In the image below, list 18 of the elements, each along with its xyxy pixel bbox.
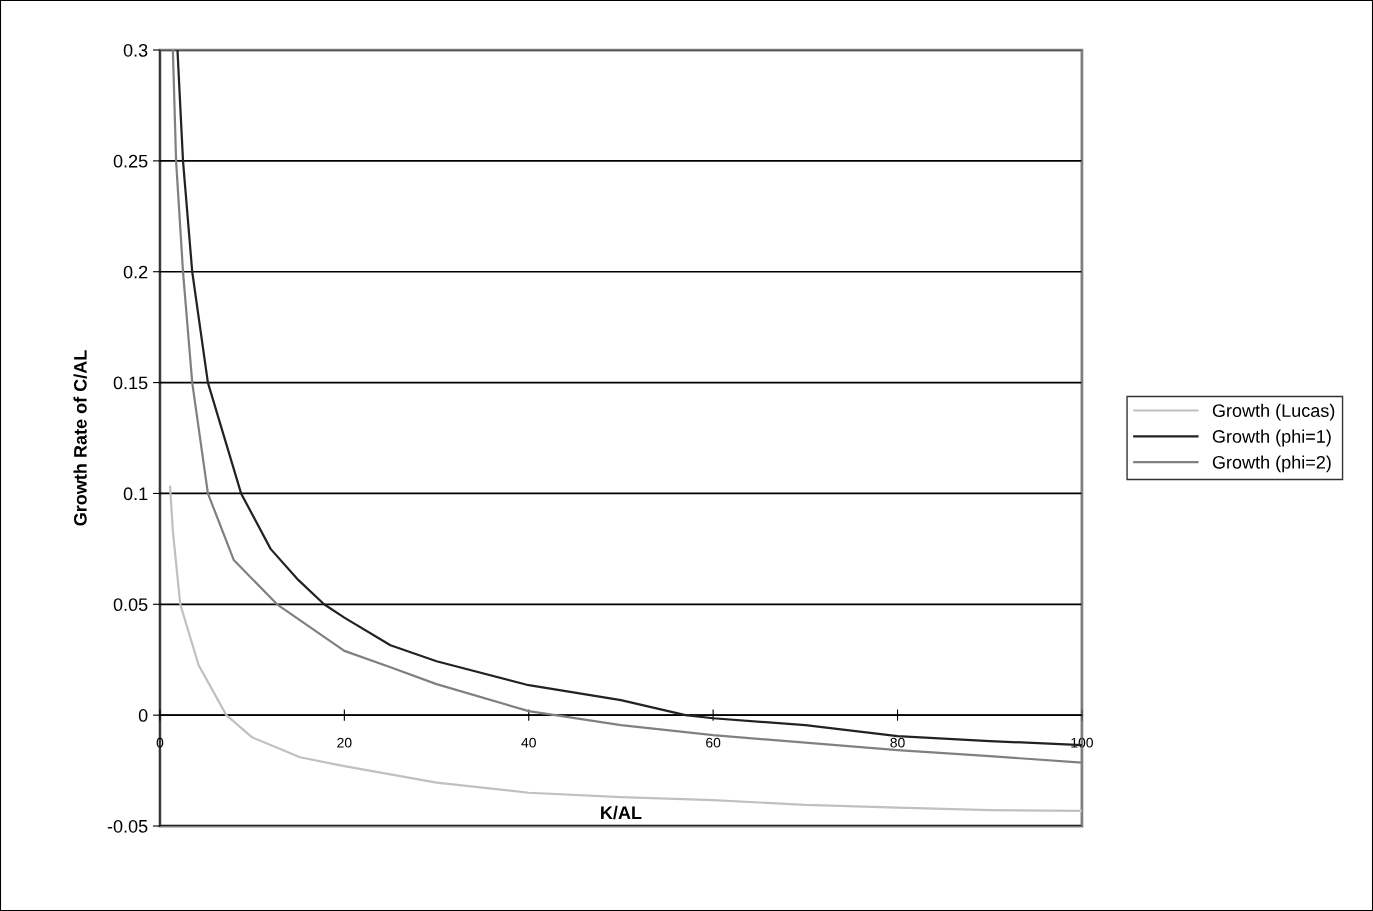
x-tick-label: 40 — [521, 737, 536, 748]
x-tick-label: 100 — [1071, 737, 1093, 748]
x-tick-label: 20 — [337, 737, 352, 748]
y-tick-label: 0.2 — [123, 265, 148, 279]
x-tick-label: 60 — [706, 737, 721, 748]
y-tick-label: -0.05 — [107, 819, 148, 833]
y-tick-label: 0 — [138, 709, 148, 722]
y-tick-label: 0.1 — [123, 487, 148, 501]
legend-label: Growth (phi=1) — [1212, 429, 1331, 447]
y-tick-label: 0.05 — [113, 598, 148, 612]
legend-label: Growth (phi=2) — [1212, 455, 1331, 473]
y-tick-label: 0.15 — [113, 376, 148, 390]
legend-label: Growth (Lucas) — [1212, 403, 1335, 421]
y-tick-label: 0.25 — [113, 154, 148, 168]
x-tick-label: 80 — [890, 737, 905, 748]
y-axis-title: Growth Rate of C/AL — [73, 350, 87, 526]
x-axis-title: K/AL — [601, 805, 642, 820]
y-tick-label: 0.3 — [123, 43, 148, 57]
